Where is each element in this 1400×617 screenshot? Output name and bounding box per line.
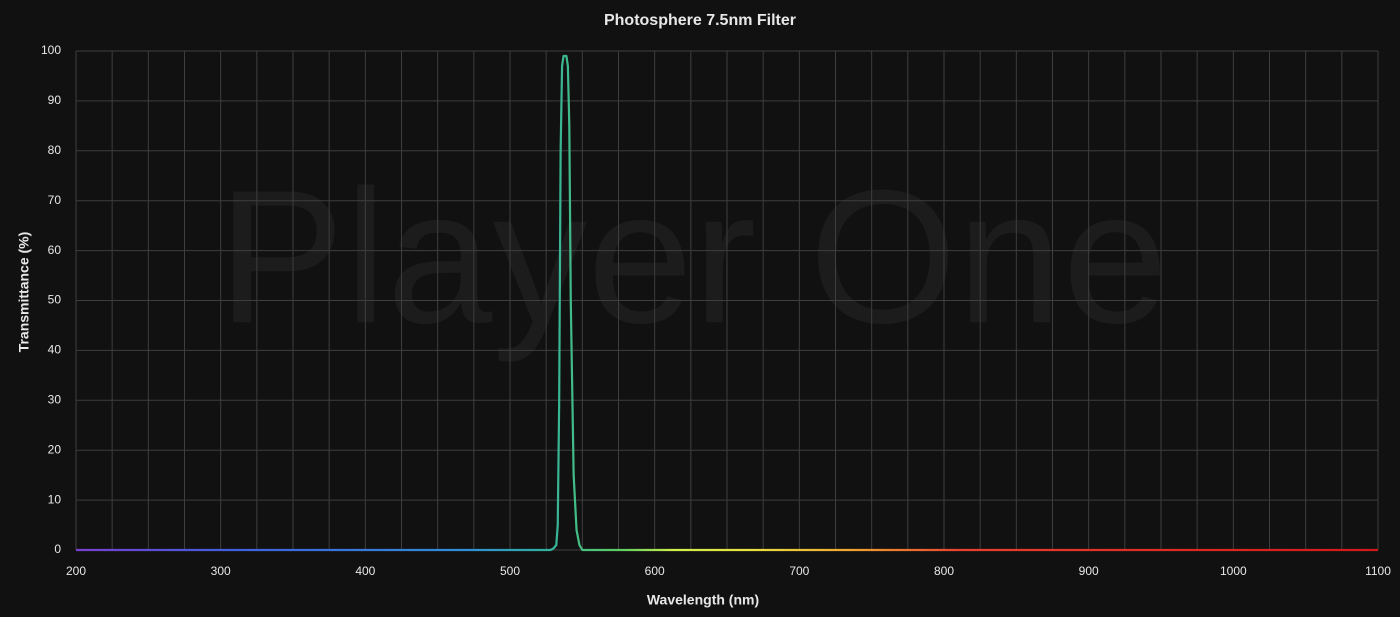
chart-title: Photosphere 7.5nm Filter — [604, 12, 796, 29]
x-tick-label: 1000 — [1220, 564, 1247, 578]
y-tick-label: 100 — [41, 43, 61, 57]
x-tick-label: 300 — [211, 564, 231, 578]
x-tick-label: 700 — [789, 564, 809, 578]
y-tick-label: 60 — [48, 243, 62, 257]
x-tick-label: 200 — [66, 564, 86, 578]
x-tick-label: 1100 — [1365, 564, 1391, 578]
x-tick-label: 600 — [645, 564, 665, 578]
x-tick-label: 800 — [934, 564, 954, 578]
x-tick-label: 400 — [355, 564, 375, 578]
y-tick-label: 40 — [48, 343, 62, 357]
x-tick-label: 900 — [1079, 564, 1099, 578]
y-tick-label: 30 — [48, 392, 62, 406]
y-axis-title: Transmittance (%) — [16, 232, 32, 353]
x-axis-title: Wavelength (nm) — [647, 592, 759, 608]
y-tick-label: 50 — [48, 293, 62, 307]
y-tick-label: 20 — [48, 442, 62, 456]
y-tick-label: 90 — [48, 93, 62, 107]
y-tick-label: 70 — [48, 193, 62, 207]
watermark: Player One — [218, 151, 1168, 363]
y-tick-label: 80 — [48, 143, 62, 157]
plot — [76, 54, 1378, 552]
x-tick-label: 500 — [500, 564, 520, 578]
grid: 0 10 20 30 40 50 60 70 80 90 100 200 300 400 500 600 700… — [41, 43, 1391, 578]
series-line — [76, 54, 1378, 552]
y-tick-label: 0 — [54, 542, 61, 556]
y-tick-label: 10 — [48, 492, 62, 506]
